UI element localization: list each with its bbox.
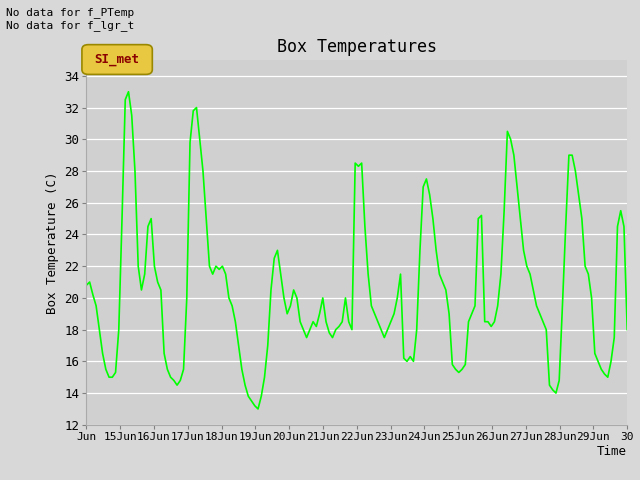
Title: Box Temperatures: Box Temperatures bbox=[277, 37, 437, 56]
Text: No data for f_PTemp
No data for f_lgr_t: No data for f_PTemp No data for f_lgr_t bbox=[6, 7, 134, 31]
Text: SI_met: SI_met bbox=[95, 53, 140, 66]
Y-axis label: Box Temperature (C): Box Temperature (C) bbox=[46, 171, 59, 313]
X-axis label: Time: Time bbox=[597, 444, 627, 457]
